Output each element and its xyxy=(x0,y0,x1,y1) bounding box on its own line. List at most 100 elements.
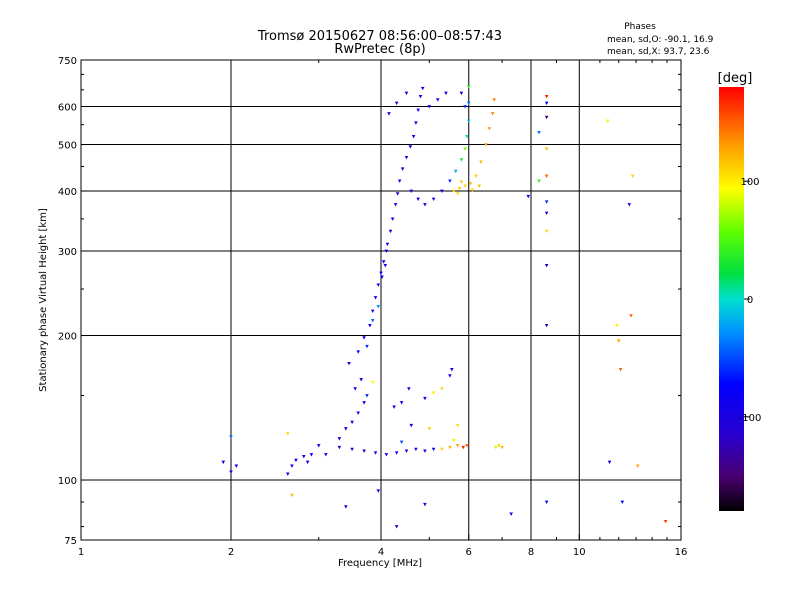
data-point xyxy=(544,323,549,328)
data-point xyxy=(459,158,464,162)
data-point xyxy=(393,203,398,207)
data-point xyxy=(376,305,381,309)
data-point xyxy=(466,101,471,106)
data-point xyxy=(344,427,348,431)
y-tick-label: 75 xyxy=(64,536,77,547)
data-point xyxy=(294,458,298,463)
data-point xyxy=(455,192,460,196)
colorbar-ticks: 100 0 -100 xyxy=(739,177,762,424)
chart-title: Tromsø 20150627 08:56:00–08:57:43 xyxy=(257,29,502,44)
data-point xyxy=(537,179,541,183)
data-point xyxy=(440,387,444,391)
x-tick-label: 6 xyxy=(466,547,472,558)
data-point xyxy=(440,189,444,194)
colorbar xyxy=(719,87,744,511)
data-point xyxy=(370,380,375,385)
data-point xyxy=(474,174,478,178)
data-point xyxy=(395,192,400,196)
data-point xyxy=(285,472,290,476)
data-point xyxy=(468,181,473,186)
data-point xyxy=(427,427,432,431)
data-point xyxy=(544,263,549,268)
data-point xyxy=(544,101,549,106)
x-tick-label: 2 xyxy=(228,547,234,558)
data-point xyxy=(408,145,413,149)
data-point xyxy=(404,156,409,160)
data-point xyxy=(544,211,549,216)
data-point xyxy=(431,391,436,395)
data-point xyxy=(390,217,395,221)
data-point xyxy=(605,119,610,123)
data-point xyxy=(635,464,640,468)
data-point xyxy=(544,94,549,99)
data-point xyxy=(463,147,467,151)
data-point xyxy=(627,203,632,207)
data-point xyxy=(384,249,389,254)
data-point xyxy=(615,323,619,328)
plot-grid xyxy=(81,60,681,540)
y-tick-label: 500 xyxy=(58,141,77,152)
data-point xyxy=(362,336,366,340)
data-point xyxy=(492,98,497,102)
data-point xyxy=(463,105,467,109)
data-point xyxy=(353,387,357,391)
y-tick-label: 750 xyxy=(58,56,77,67)
data-point xyxy=(618,368,623,372)
data-point xyxy=(290,464,294,468)
data-point xyxy=(384,453,389,457)
data-point xyxy=(388,229,393,234)
y-axis-label: Stationary phase Virtual Height [km] xyxy=(38,208,49,392)
y-tick-label: 300 xyxy=(58,247,77,258)
data-point xyxy=(459,91,464,96)
data-point xyxy=(431,197,436,202)
data-point xyxy=(221,460,226,465)
data-point xyxy=(350,447,354,452)
data-point xyxy=(399,401,404,405)
data-point xyxy=(487,127,492,131)
x-axis-label: Frequency [MHz] xyxy=(338,558,422,569)
data-point xyxy=(420,86,425,91)
data-point xyxy=(359,378,363,382)
data-point xyxy=(544,115,549,120)
data-point xyxy=(452,438,456,443)
data-point xyxy=(450,368,454,372)
y-tick-label: 100 xyxy=(58,476,77,487)
data-point xyxy=(416,108,420,113)
data-point xyxy=(404,91,409,96)
stats-line-x: mean, sd,X: 93.7, 23.6 xyxy=(607,47,710,57)
stats-line-o: mean, sd,O: -90.1, 16.9 xyxy=(607,35,714,45)
data-point xyxy=(350,420,354,425)
data-point xyxy=(370,309,375,313)
data-point xyxy=(379,271,383,275)
data-point xyxy=(337,445,342,450)
data-point xyxy=(368,323,372,328)
data-point xyxy=(302,455,306,459)
data-point xyxy=(463,184,467,188)
data-point xyxy=(229,435,233,439)
data-point xyxy=(356,411,360,415)
data-point xyxy=(544,174,549,178)
data-point xyxy=(387,112,391,116)
data-point xyxy=(440,447,444,452)
data-point xyxy=(409,189,414,194)
data-point xyxy=(490,112,495,116)
data-point xyxy=(344,505,348,509)
data-point xyxy=(629,314,633,318)
chart-subtitle: RwPretec (8p) xyxy=(334,42,425,57)
data-point xyxy=(316,444,321,448)
data-point xyxy=(376,283,381,287)
data-point xyxy=(663,519,668,524)
data-point xyxy=(616,339,621,343)
data-point xyxy=(407,387,411,391)
data-point xyxy=(324,453,328,457)
data-point xyxy=(356,350,360,354)
data-point xyxy=(381,260,386,264)
data-point xyxy=(365,394,369,398)
x-tick-label: 10 xyxy=(573,547,586,558)
data-point xyxy=(544,500,549,504)
data-point xyxy=(455,444,460,448)
data-point xyxy=(400,167,405,171)
data-point xyxy=(399,440,404,445)
data-point xyxy=(457,187,462,191)
